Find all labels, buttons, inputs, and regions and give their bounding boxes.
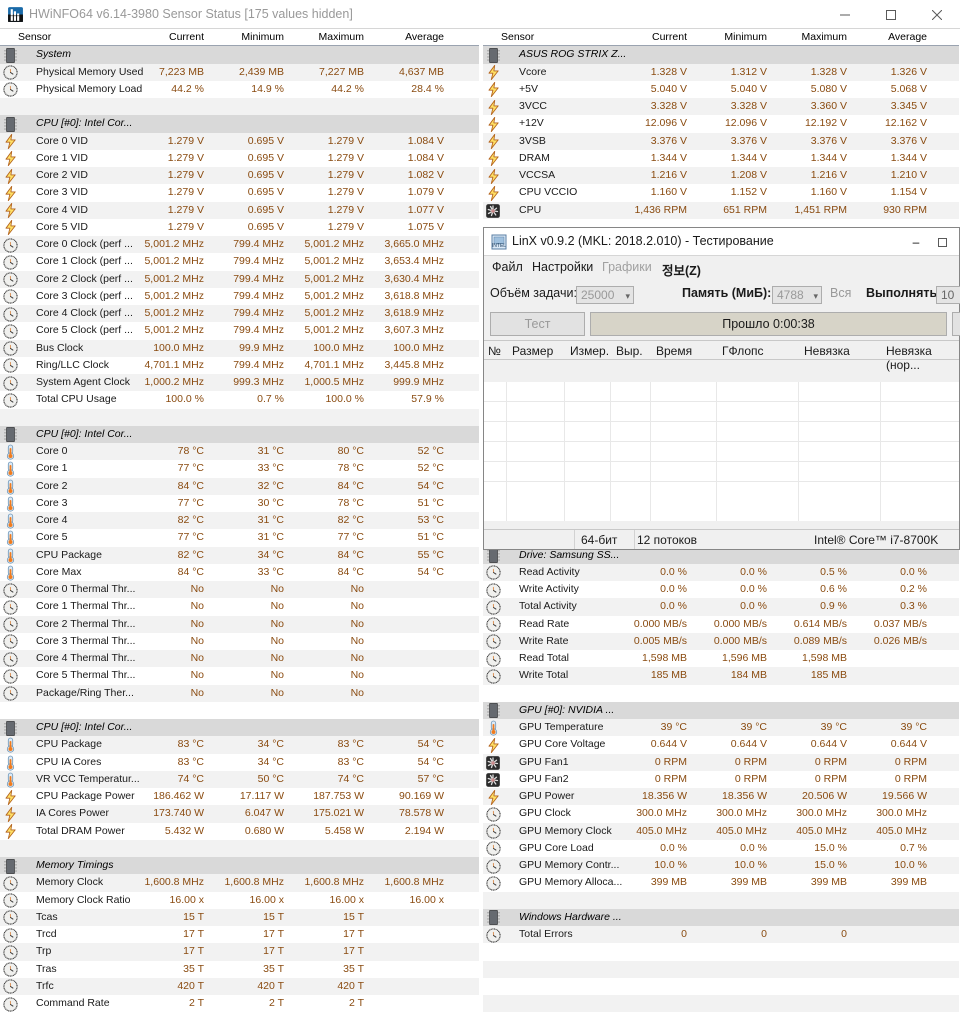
svg-text:INTEL: INTEL <box>492 243 506 249</box>
